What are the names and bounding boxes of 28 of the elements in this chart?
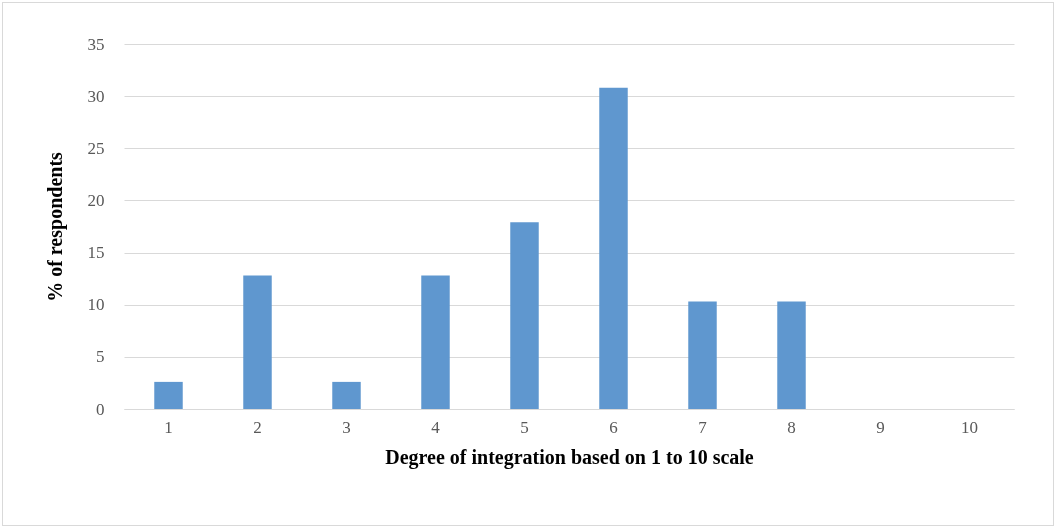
bar — [510, 222, 539, 409]
y-tick-label: 30 — [87, 86, 105, 106]
x-tick-label: 9 — [876, 417, 885, 437]
bar — [332, 381, 361, 409]
x-tick-label: 2 — [253, 417, 262, 437]
bar — [688, 301, 717, 409]
y-tick-label: 25 — [87, 138, 105, 158]
bar — [777, 301, 806, 409]
bar — [243, 275, 272, 409]
y-tick-label: 15 — [87, 243, 105, 263]
y-tick-label: 0 — [96, 399, 105, 419]
bar — [599, 87, 628, 409]
x-tick-label: 3 — [342, 417, 351, 437]
y-tick-label: 20 — [87, 190, 105, 210]
y-tick-label: 5 — [96, 347, 105, 367]
x-tick-label: 4 — [431, 417, 441, 437]
x-tick-label: 10 — [961, 417, 978, 437]
x-axis-title: Degree of integration based on 1 to 10 scale — [385, 445, 754, 469]
bar — [154, 381, 183, 409]
bar — [421, 275, 450, 409]
x-tick-label: 6 — [609, 417, 618, 437]
y-tick-label: 35 — [87, 34, 105, 54]
x-tick-label: 8 — [787, 417, 796, 437]
y-tick-label: 10 — [87, 295, 105, 315]
x-tick-label: 1 — [164, 417, 173, 437]
y-axis-title: % of respondents — [43, 151, 67, 302]
x-tick-label: 5 — [520, 417, 529, 437]
x-tick-label: 7 — [698, 417, 708, 437]
